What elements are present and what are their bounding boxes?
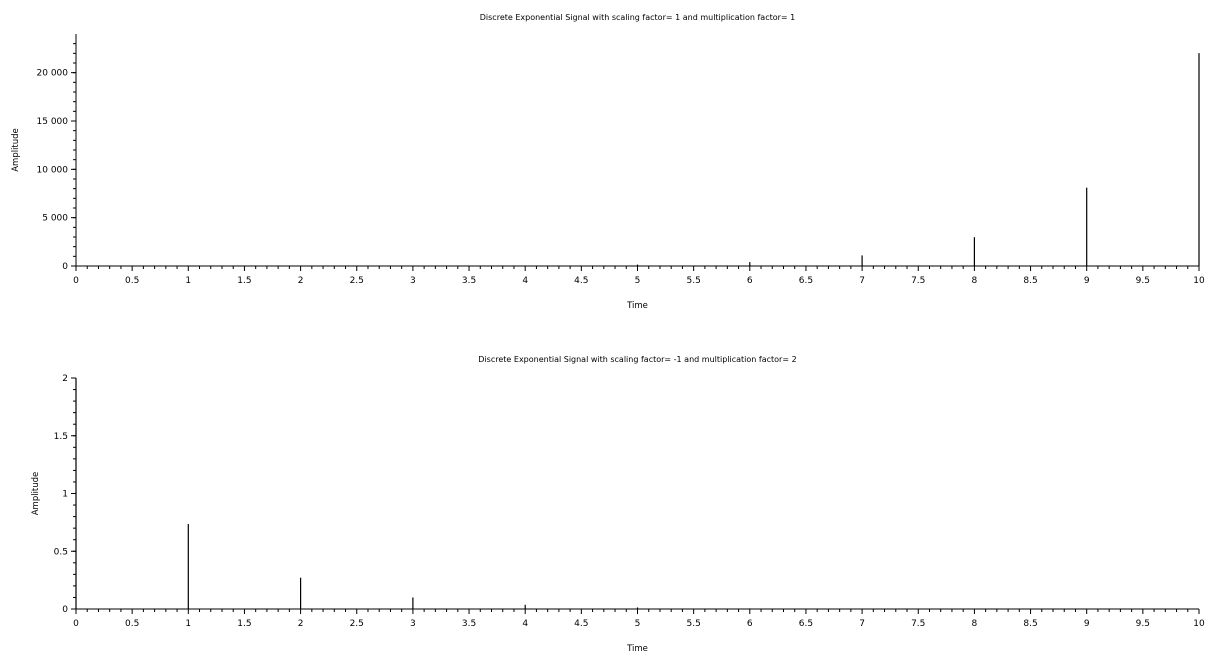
y-tick-label: 20 000 — [37, 69, 69, 79]
y-axis-label: Amplitude — [11, 128, 21, 172]
x-tick-label: 5 — [635, 276, 641, 286]
x-tick-label: 6 — [747, 619, 753, 629]
x-axis-label: Time — [626, 644, 648, 654]
x-tick-label: 0.5 — [125, 276, 139, 286]
x-tick-label: 2.5 — [350, 619, 364, 629]
x-tick-label: 7 — [859, 619, 865, 629]
x-tick-label: 6.5 — [799, 276, 813, 286]
y-tick-label: 0 — [62, 262, 68, 272]
x-tick-label: 5 — [635, 619, 641, 629]
x-tick-label: 3 — [410, 276, 416, 286]
x-tick-label: 8.5 — [1023, 619, 1037, 629]
x-tick-label: 2 — [298, 619, 304, 629]
y-tick-label: 5 000 — [42, 214, 68, 224]
x-tick-label: 9.5 — [1136, 619, 1150, 629]
chart-title: Discrete Exponential Signal with scaling… — [478, 355, 796, 364]
x-tick-label: 10 — [1193, 276, 1205, 286]
y-tick-label: 10 000 — [37, 165, 69, 175]
x-tick-label: 8 — [972, 276, 978, 286]
y-tick-label: 15 000 — [37, 117, 69, 127]
x-tick-label: 1 — [185, 619, 191, 629]
x-tick-label: 4.5 — [574, 276, 588, 286]
x-tick-label: 9.5 — [1136, 276, 1150, 286]
x-tick-label: 6 — [747, 276, 753, 286]
x-tick-label: 8.5 — [1023, 276, 1037, 286]
x-tick-label: 0 — [73, 619, 79, 629]
x-tick-label: 3 — [410, 619, 416, 629]
y-tick-label: 2 — [62, 374, 68, 384]
x-tick-label: 4.5 — [574, 619, 588, 629]
x-tick-label: 6.5 — [799, 619, 813, 629]
x-tick-label: 3.5 — [462, 276, 476, 286]
x-tick-label: 5.5 — [686, 619, 700, 629]
x-axis-label: Time — [626, 301, 648, 311]
y-tick-label: 0 — [62, 605, 68, 615]
x-tick-label: 8 — [972, 619, 978, 629]
x-tick-label: 7.5 — [911, 619, 925, 629]
x-tick-label: 0 — [73, 276, 79, 286]
x-tick-label: 4 — [522, 276, 528, 286]
x-tick-label: 3.5 — [462, 619, 476, 629]
chart-panel-2: Discrete Exponential Signal with scaling… — [31, 355, 1205, 654]
x-tick-label: 2 — [298, 276, 304, 286]
x-tick-label: 4 — [522, 619, 528, 629]
x-tick-label: 9 — [1084, 619, 1090, 629]
x-tick-label: 1.5 — [237, 276, 251, 286]
y-tick-label: 0.5 — [54, 547, 68, 557]
x-tick-label: 9 — [1084, 276, 1090, 286]
y-tick-label: 1 — [62, 490, 68, 500]
chart-panel-1: Discrete Exponential Signal with scaling… — [11, 13, 1205, 311]
x-tick-label: 5.5 — [686, 276, 700, 286]
y-tick-label: 1.5 — [54, 432, 68, 442]
x-tick-label: 7.5 — [911, 276, 925, 286]
x-tick-label: 1.5 — [237, 619, 251, 629]
y-axis-label: Amplitude — [31, 472, 41, 516]
x-tick-label: 1 — [185, 276, 191, 286]
x-tick-label: 0.5 — [125, 619, 139, 629]
chart-title: Discrete Exponential Signal with scaling… — [480, 13, 796, 22]
x-tick-label: 7 — [859, 276, 865, 286]
x-tick-label: 2.5 — [350, 276, 364, 286]
x-tick-label: 10 — [1193, 619, 1205, 629]
